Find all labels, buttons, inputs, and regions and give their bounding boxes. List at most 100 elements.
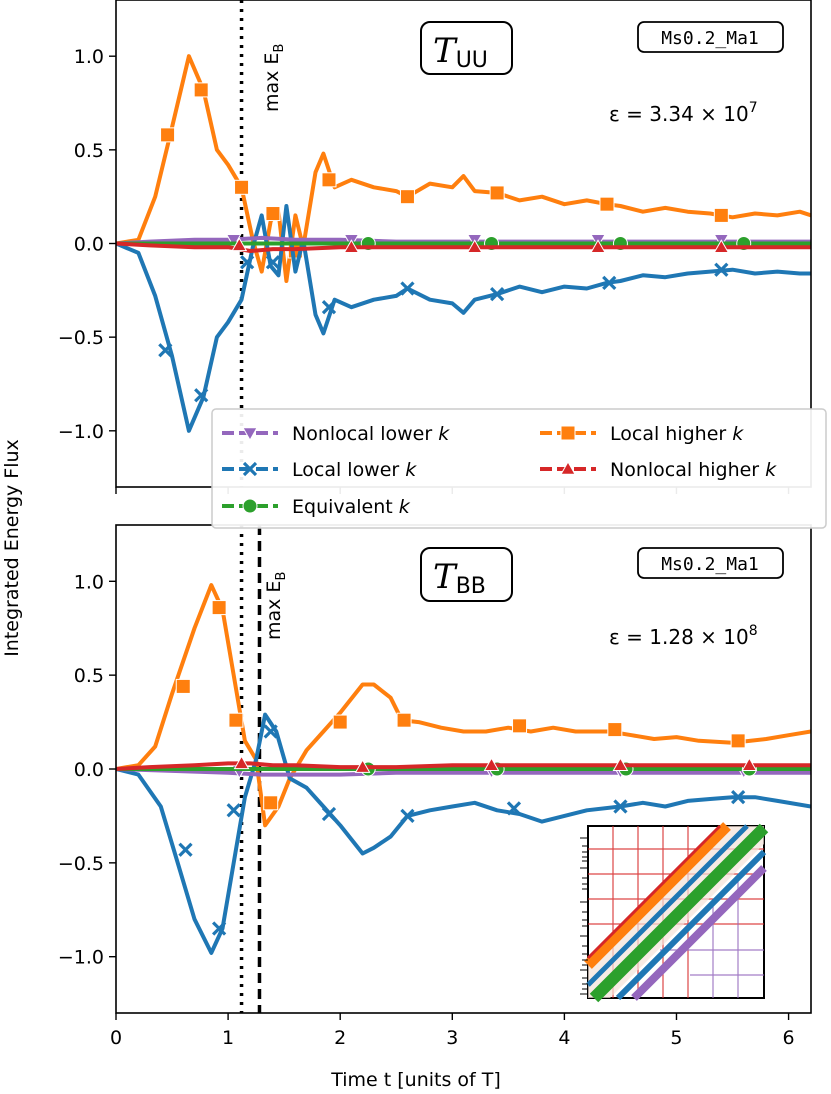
top-panel: 1.0 0.5 0.0 −0.5 −1.0 max EB TUU Ms0.2_Ma1 ε…	[58, 0, 812, 488]
top-tag-box: Ms0.2_Ma1	[637, 21, 784, 53]
x-tick-label: 3	[446, 1027, 458, 1049]
top-y-tick-label: −1.0	[58, 421, 104, 443]
bottom-y-tick-label: −1.0	[58, 947, 104, 969]
bottom-annotation-base: ε = 1.28 × 10	[609, 625, 749, 649]
top-marker-local_higher	[321, 172, 337, 188]
bottom-marker-local_lower	[613, 799, 628, 814]
top-marker-local_higher	[160, 127, 176, 143]
top-marker-local_higher	[489, 185, 505, 201]
bottom-marker-nonlocal_higher	[612, 757, 629, 771]
top-marker-nonlocal_higher	[343, 239, 360, 253]
top-line-nonlocal_higher	[116, 241, 811, 253]
bottom-marker-local_higher	[332, 714, 348, 730]
top-vline-label-main: max E	[261, 53, 283, 112]
top-marker-local_lower	[400, 281, 415, 296]
top-marker-nonlocal_higher	[713, 239, 730, 253]
legend-swatch-marker	[242, 427, 258, 442]
bottom-vline-label: max EB	[263, 572, 289, 640]
legend-label: Nonlocal higher k	[610, 459, 777, 481]
bottom-title-box: TBB	[420, 547, 513, 602]
bottom-y-ticks: 1.0 0.5 0.0 −0.5 −1.0	[58, 571, 116, 969]
x-tick-label: 5	[670, 1027, 682, 1049]
bottom-series	[116, 583, 811, 955]
top-vline-label: max EB	[261, 44, 287, 112]
top-marker-local_higher	[234, 179, 250, 195]
bottom-marker-nonlocal_higher	[483, 757, 500, 771]
bottom-annotation-exp: 8	[749, 623, 758, 639]
bottom-panel: 1.0 0.5 0.0 −0.5 −1.0 0 1 2 3 4 5 6 max EB TBB Ms0…	[58, 487, 812, 1049]
top-marker-local_lower	[158, 343, 173, 358]
top-marker-nonlocal_higher	[466, 239, 483, 253]
bottom-marker-local_higher	[175, 678, 191, 694]
top-marker-local_higher	[399, 189, 415, 205]
x-tick-label: 1	[222, 1027, 234, 1049]
bottom-tag: Ms0.2_Ma1	[661, 554, 759, 575]
top-line-local_higher	[116, 54, 811, 283]
bottom-tag-box: Ms0.2_Ma1	[637, 547, 784, 579]
inset-spectrum	[580, 822, 769, 1003]
bottom-title-main: T	[433, 557, 458, 597]
bottom-marker-local_lower	[321, 806, 337, 822]
top-marker-local_lower	[265, 255, 281, 270]
bottom-marker-local_lower	[263, 724, 278, 739]
top-marker-local_higher	[265, 206, 281, 222]
bottom-marker-local_higher	[396, 712, 412, 728]
top-series	[116, 54, 811, 433]
bottom-marker-local_higher	[730, 733, 746, 749]
x-tick-label: 0	[110, 1027, 122, 1049]
top-line-local_lower	[116, 204, 811, 433]
top-annotation: ε = 3.34 × 107	[609, 100, 758, 126]
legend-swatch-marker	[242, 461, 258, 477]
top-marker-nonlocal_higher	[231, 237, 248, 252]
top-y-tick-label: 0.0	[74, 234, 104, 256]
bottom-marker-local_higher	[263, 795, 279, 811]
top-marker-local_lower	[194, 388, 209, 403]
legend-item-local_lower: Local lower k	[222, 459, 417, 481]
top-marker-nonlocal_higher	[590, 239, 606, 253]
legend-item-nonlocal_lower: Nonlocal lower k	[222, 423, 450, 445]
legend: Nonlocal lower k Local lower k Equivalent …	[211, 408, 827, 529]
top-marker-local_lower	[321, 300, 337, 315]
bottom-vline-label-sub: B	[274, 572, 289, 581]
top-annotation-exp: 7	[749, 100, 758, 116]
bottom-marker-local_higher	[607, 722, 623, 738]
svg-text:TUU: TUU	[433, 31, 488, 73]
top-marker-local_lower	[240, 255, 255, 270]
top-annotation-base: ε = 3.34 × 10	[609, 102, 749, 126]
legend-label: Equivalent k	[292, 496, 411, 518]
legend-item-nonlocal_higher: Nonlocal higher k	[540, 459, 777, 481]
bottom-annotation: ε = 1.28 × 108	[609, 623, 758, 649]
top-title-sub: UU	[456, 48, 488, 73]
top-marker-local_higher	[713, 207, 729, 223]
legend-swatch-marker	[560, 460, 576, 475]
top-tag: Ms0.2_Ma1	[661, 28, 759, 49]
bottom-marker-local_lower	[226, 803, 241, 818]
bottom-line-local_higher	[116, 583, 811, 828]
bottom-y-tick-label: −0.5	[58, 853, 104, 875]
top-title-box: TUU	[420, 21, 513, 75]
bottom-title-sub: BB	[456, 574, 486, 599]
top-y-ticks: 1.0 0.5 0.0 −0.5 −1.0	[58, 46, 116, 443]
bottom-y-tick-label: 0.0	[74, 759, 104, 781]
x-ticks: 0 1 2 3 4 5 6	[110, 487, 795, 1049]
top-marker-local_lower	[489, 286, 505, 302]
x-tick-label: 2	[334, 1027, 346, 1049]
top-marker-local_higher	[599, 196, 615, 212]
x-tick-label: 4	[558, 1027, 570, 1049]
top-y-tick-label: −0.5	[58, 327, 104, 349]
bottom-marker-nonlocal_higher	[233, 755, 250, 770]
bottom-marker-local_higher	[211, 600, 227, 616]
legend-item-local_higher: Local higher k	[540, 423, 744, 445]
bottom-marker-local_lower	[178, 842, 193, 857]
top-marker-local_lower	[602, 275, 617, 290]
legend-label: Local lower k	[292, 459, 417, 481]
legend-label: Nonlocal lower k	[292, 423, 450, 445]
bottom-marker-local_lower	[506, 801, 522, 816]
bottom-marker-local_higher	[512, 718, 528, 734]
legend-item-equivalent: Equivalent k	[222, 496, 411, 518]
top-marker-local_higher	[193, 82, 209, 98]
bottom-line-nonlocal_higher	[116, 761, 811, 771]
top-vline-label-sub: B	[272, 44, 287, 53]
bottom-marker-local_lower	[400, 808, 415, 824]
